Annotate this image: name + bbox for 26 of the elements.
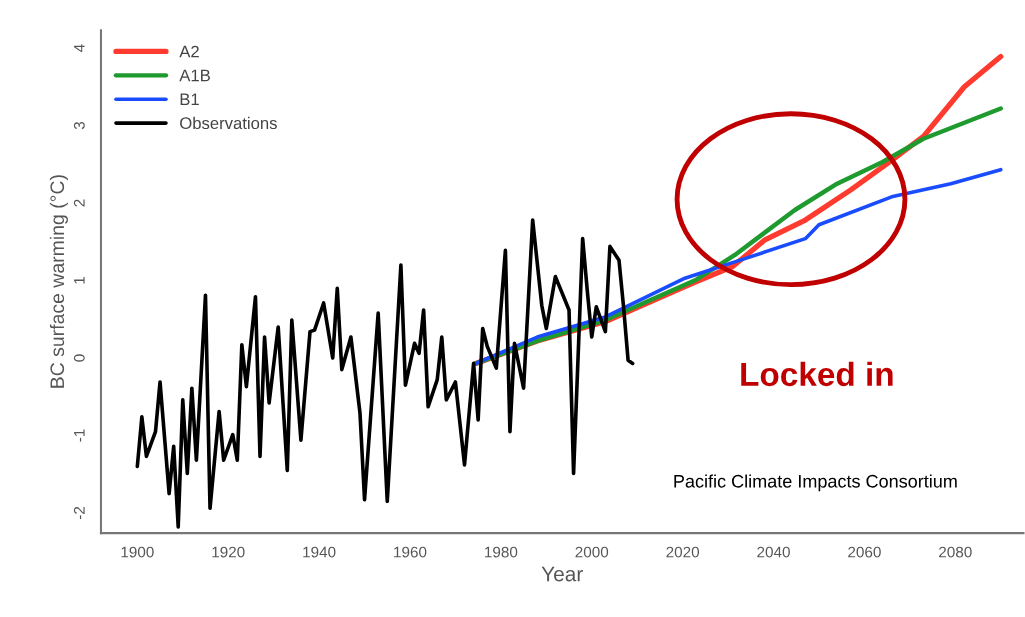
x-tick-label: 2080 [939,546,972,558]
x-tick-label: 1960 [394,546,427,558]
annotation: Locked in [741,361,893,387]
x-tick-label: 1940 [303,546,336,558]
y-axis-title: BC surface warming (°C) [49,175,68,388]
line-series [135,218,635,529]
x-tick-label: 1980 [485,546,518,558]
y-tick-label: -2 [73,506,85,520]
y-tick-label: 0 [73,354,85,362]
x-tick-label: 1920 [212,546,245,558]
legend-label: A1B [179,69,210,82]
x-tick-label: 1900 [121,546,154,558]
annotation: Pacific Climate Impacts Consortium [674,474,957,492]
x-tick-label: 2020 [666,546,700,558]
legend-label: A2 [179,45,199,58]
x-axis-title: Year [541,566,583,582]
x-tick-label: 2060 [848,546,881,558]
y-tick-label: 1 [74,277,85,284]
legend-label: B1 [180,93,199,106]
y-tick-label: -1 [74,429,85,442]
legend-label: Observations [180,116,277,130]
x-tick-label: 2000 [575,546,609,558]
y-tick-label: 2 [73,199,85,207]
y-tick-label: 3 [73,121,85,130]
x-tick-label: 2040 [757,546,790,558]
y-tick-label: 4 [74,44,85,52]
